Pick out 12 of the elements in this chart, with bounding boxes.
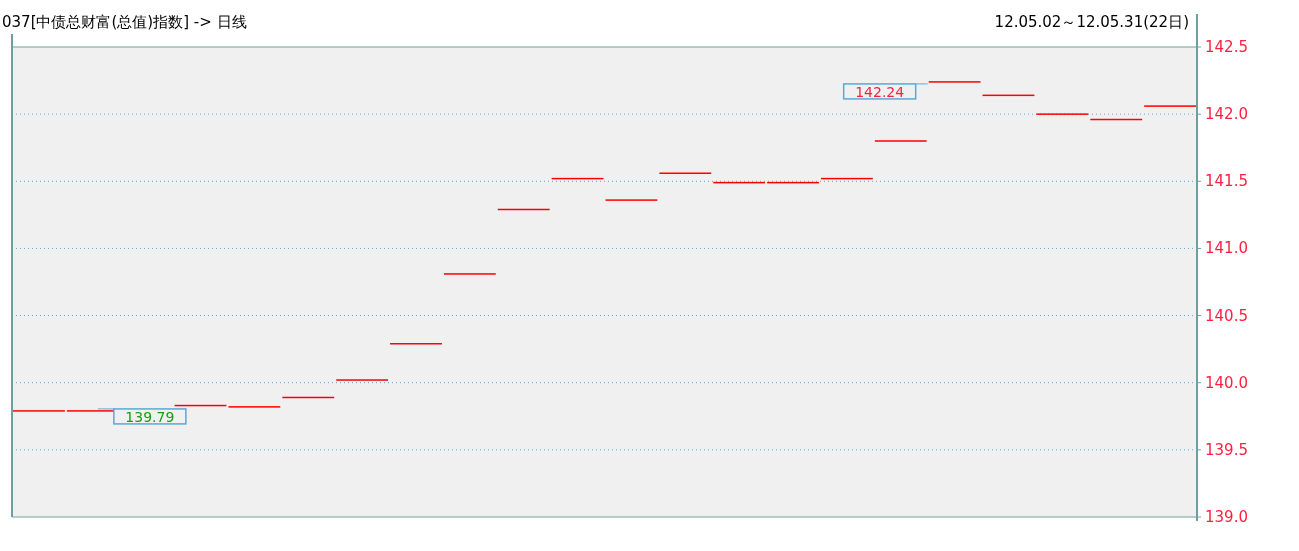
y-tick-label: 139.5 [1205,440,1248,459]
annotation: 139.79 [125,408,175,425]
y-tick-label: 141.5 [1205,172,1248,191]
y-tick-label: 140.5 [1205,306,1248,325]
y-tick-label: 142.5 [1205,38,1248,56]
y-tick-label: 140.0 [1205,373,1248,392]
y-tick-label: 142.0 [1205,105,1248,124]
chart-subtitle: 12.05.02～12.05.31(22日) [994,13,1189,31]
y-tick-label: 139.0 [1205,508,1248,526]
annotation: 142.24 [855,83,905,100]
y-tick-label: 141.0 [1205,239,1248,258]
chart-title: 037[中债总财富(总值)指数] -> 日线 [2,13,247,31]
